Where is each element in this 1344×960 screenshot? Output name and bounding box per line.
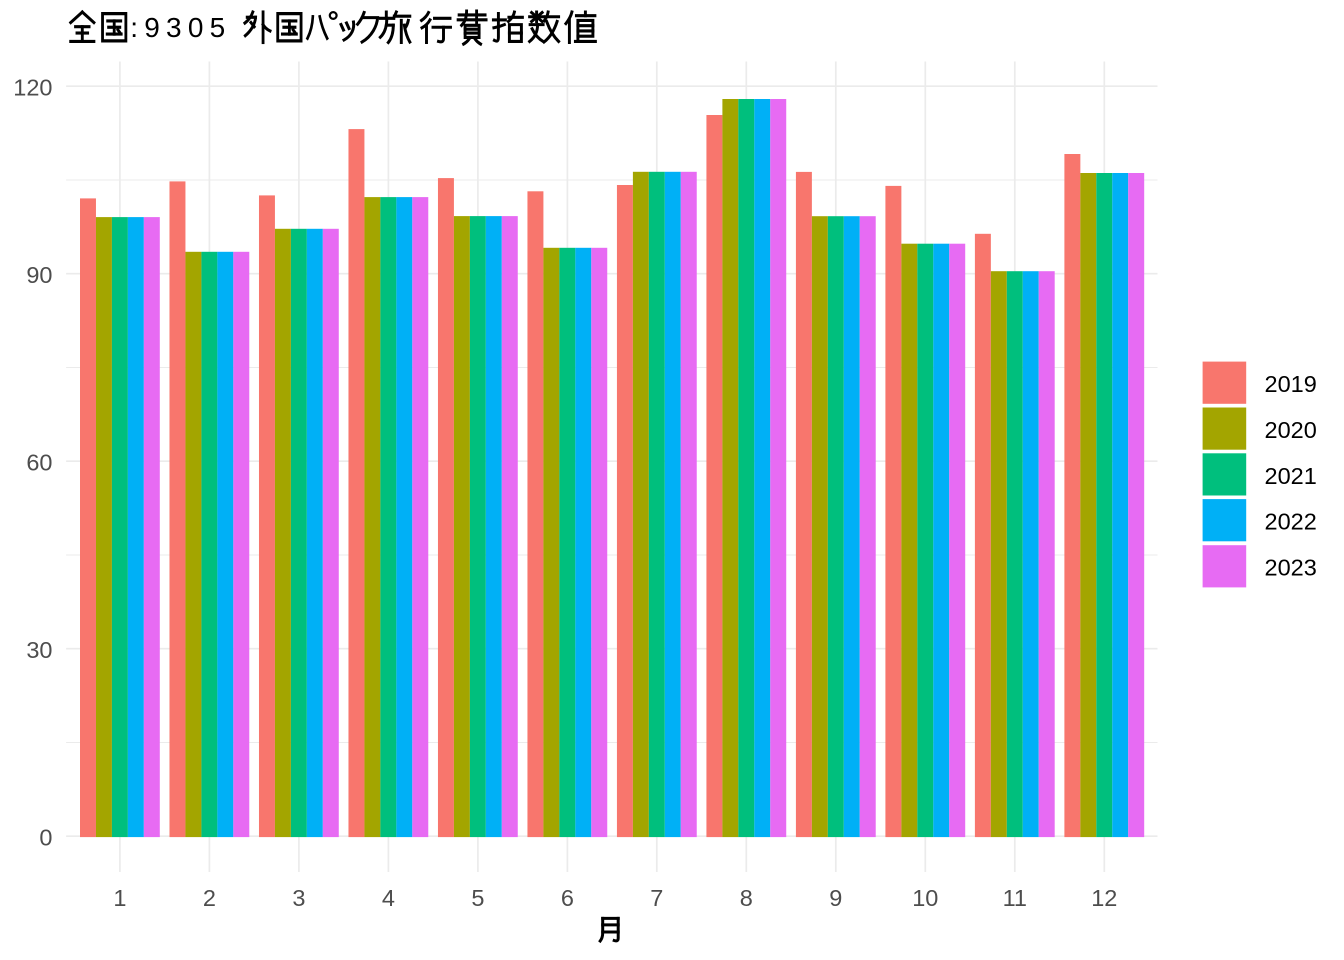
svg-text:2: 2 xyxy=(203,885,216,911)
svg-text:12: 12 xyxy=(1091,885,1117,911)
svg-text:2022: 2022 xyxy=(1265,509,1317,535)
svg-text:60: 60 xyxy=(26,450,52,476)
svg-text:8: 8 xyxy=(740,885,753,911)
svg-text:30: 30 xyxy=(26,637,52,663)
svg-text:3: 3 xyxy=(292,885,305,911)
svg-text:1: 1 xyxy=(113,885,126,911)
svg-text:4: 4 xyxy=(382,885,395,911)
svg-text:6: 6 xyxy=(561,885,574,911)
svg-text:10: 10 xyxy=(912,885,938,911)
svg-text::9305: :9305 xyxy=(130,12,231,43)
svg-text:11: 11 xyxy=(1003,885,1027,911)
svg-text:2020: 2020 xyxy=(1265,417,1317,443)
svg-text:2023: 2023 xyxy=(1265,555,1317,581)
svg-text:5: 5 xyxy=(471,885,484,911)
svg-text:120: 120 xyxy=(13,75,52,101)
svg-text:7: 7 xyxy=(650,885,663,911)
svg-text:9: 9 xyxy=(829,885,842,911)
svg-text:2019: 2019 xyxy=(1265,371,1317,397)
svg-text:90: 90 xyxy=(26,262,52,288)
svg-text:0: 0 xyxy=(39,825,52,851)
svg-text:2021: 2021 xyxy=(1265,463,1317,489)
